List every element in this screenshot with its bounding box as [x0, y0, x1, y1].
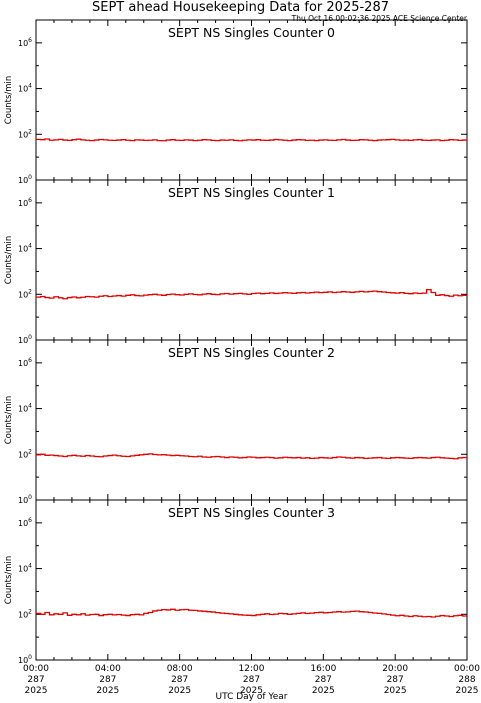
y-tick-label: 100	[18, 334, 32, 345]
y-tick-label: 100	[18, 494, 32, 505]
x-tick-label-year: 2025	[456, 686, 479, 696]
y-tick-label: 100	[18, 174, 32, 185]
timestamp-label: Thu Oct 16 00:02:36 2025 ACE Science Cen…	[291, 14, 467, 23]
y-tick-label: 102	[18, 448, 32, 459]
x-tick-label-day: 287	[243, 675, 260, 685]
x-tick-label-year: 2025	[168, 686, 191, 696]
panel-frame-1	[35, 179, 468, 341]
y-tick-label: 102	[18, 608, 32, 619]
x-tick-label-day: 288	[458, 675, 475, 685]
x-tick-label-year: 2025	[25, 686, 48, 696]
panel-frame-0	[35, 19, 468, 181]
x-axis-label: UTC Day of Year	[216, 692, 288, 702]
y-tick-label: 104	[18, 243, 32, 254]
y-tick-label: 106	[18, 357, 32, 368]
data-series-line	[36, 608, 467, 618]
chart-main-title: SEPT ahead Housekeeping Data for 2025-28…	[92, 0, 389, 15]
x-tick-label-year: 2025	[96, 686, 119, 696]
x-tick-label-year: 2025	[312, 686, 335, 696]
x-tick-label-day: 287	[315, 675, 332, 685]
x-tick-label-day: 287	[99, 675, 116, 685]
x-tick-label-day: 287	[387, 675, 404, 685]
y-axis-label: Counts/min	[4, 236, 14, 285]
panel-title: SEPT NS Singles Counter 1	[168, 185, 335, 200]
x-tick-label-time: 04:00	[95, 664, 121, 674]
x-tick-label-time: 20:00	[382, 664, 408, 674]
x-tick-label-time: 00:00	[454, 664, 480, 674]
panel-title: SEPT NS Singles Counter 2	[168, 345, 335, 360]
y-tick-label: 106	[18, 197, 32, 208]
data-series-line	[36, 288, 467, 300]
x-tick-label-year: 2025	[240, 686, 263, 696]
panel-title: SEPT NS Singles Counter 0	[168, 25, 335, 40]
y-tick-label: 104	[18, 83, 32, 94]
y-axis-label: Counts/min	[4, 556, 14, 605]
y-tick-label: 100	[18, 654, 32, 665]
y-tick-label: 104	[18, 403, 32, 414]
x-tick-label-time: 12:00	[239, 664, 265, 674]
x-tick-label-time: 16:00	[310, 664, 336, 674]
y-tick-label: 106	[18, 37, 32, 48]
y-axis-label: Counts/min	[4, 76, 14, 125]
y-axis-label: Counts/min	[4, 396, 14, 445]
data-series-line	[36, 453, 467, 460]
panel-title: SEPT NS Singles Counter 3	[168, 505, 335, 520]
panel-frame-2	[35, 339, 468, 501]
panel-frame-3	[35, 499, 468, 661]
y-tick-label: 102	[18, 128, 32, 139]
x-tick-label-time: 00:00	[23, 664, 49, 674]
y-tick-label: 102	[18, 288, 32, 299]
y-tick-label: 104	[18, 563, 32, 574]
x-tick-label-day: 287	[27, 675, 44, 685]
x-tick-label-time: 08:00	[167, 664, 193, 674]
data-series-line	[36, 138, 467, 142]
x-tick-label-year: 2025	[384, 686, 407, 696]
x-tick-label-day: 287	[171, 675, 188, 685]
y-tick-label: 106	[18, 517, 32, 528]
